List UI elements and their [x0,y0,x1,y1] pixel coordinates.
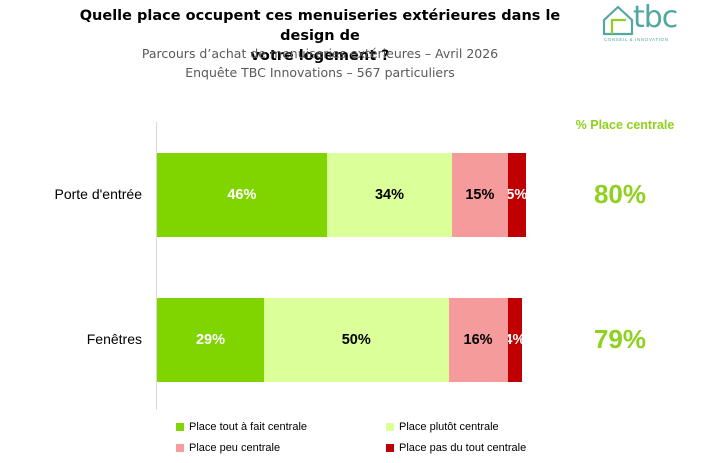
category-axis-line [156,122,157,410]
legend-label: Place plutôt centrale [399,421,499,433]
bar-segment: 46% [157,153,327,237]
bar-segment: 5% [507,153,526,237]
bar-segment: 50% [264,298,449,382]
legend-item: Place tout à fait centrale [176,421,307,433]
data-label: 46% [227,187,257,203]
data-label: 16% [463,332,493,348]
bar-segment: 4% [507,298,523,382]
data-label: 34% [374,187,404,203]
stacked-bar: 46% 34% 15% 5% [157,153,526,237]
legend-swatch [176,423,184,431]
chart-subtitle-2: Enquête TBC Innovations – 567 particulie… [185,65,455,80]
legend-swatch [176,444,184,452]
legend-item: Place peu centrale [176,442,280,454]
data-label: 29% [195,332,226,348]
legend-item: Place pas du tout centrale [386,442,526,454]
chart-title-line-1: Quelle place occupent ces menuiseries ex… [79,8,561,44]
legend-item: Place plutôt centrale [386,421,499,433]
data-label: 50% [341,332,371,348]
bar-segment: 16% [448,298,508,382]
category-label: Porte d'entrée [54,186,142,202]
data-label: 4% [507,332,523,348]
stacked-bar: 29% 50% 16% 4% [157,298,526,382]
chart-subtitle-1: Parcours d’achat de menuiseries extérieu… [141,46,499,61]
bar-segment: 29% [157,298,264,382]
side-column-header: % Place centrale [575,118,675,132]
house-outline-icon [602,5,634,36]
legend-label: Place pas du tout centrale [399,442,527,454]
legend-label: Place tout à fait centrale [189,421,308,433]
central-share-value: 80% [593,179,647,209]
bar-segment: 34% [326,153,453,237]
bar-segment: 15% [452,153,508,237]
chart-title: Quelle place occupent ces menuiseries ex… [60,6,580,66]
legend-swatch [386,423,394,431]
data-label: 15% [465,187,495,203]
central-share-value: 79% [593,324,647,354]
category-label: Fenêtres [86,331,142,347]
logo-tagline: CONSEIL & INNOVATION [604,37,669,42]
legend-swatch [386,444,394,452]
legend-label: Place peu centrale [189,442,281,454]
data-label: 5% [507,187,526,203]
chart-title-line-2: votre logement ? [250,48,390,64]
logo-text: tbc [633,0,678,35]
